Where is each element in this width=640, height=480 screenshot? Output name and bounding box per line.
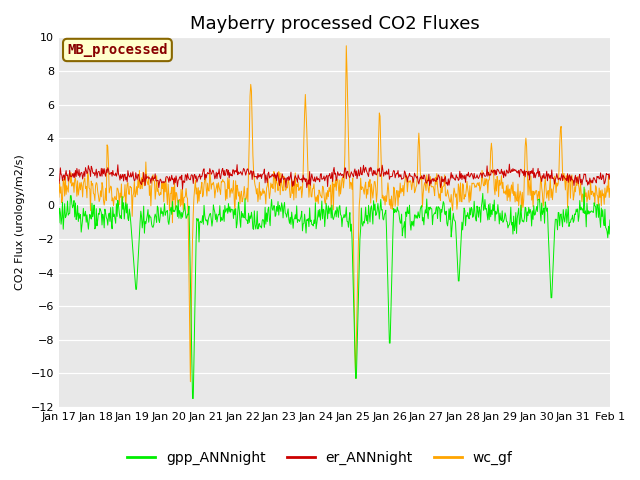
wc_gf xyxy=(424,180,431,185)
Y-axis label: CO2 Flux (urology/m2/s): CO2 Flux (urology/m2/s) xyxy=(15,154,25,290)
gpp_ANNnight xyxy=(606,217,614,223)
Line: er_ANNnight: er_ANNnight xyxy=(59,164,610,189)
er_ANNnight xyxy=(120,178,127,184)
Title: Mayberry processed CO2 Fluxes: Mayberry processed CO2 Fluxes xyxy=(189,15,479,33)
er_ANNnight xyxy=(606,171,614,177)
gpp_ANNnight xyxy=(249,226,257,231)
gpp_ANNnight xyxy=(423,196,431,202)
gpp_ANNnight xyxy=(120,200,127,205)
wc_gf xyxy=(221,197,229,203)
wc_gf xyxy=(342,43,350,48)
wc_gf xyxy=(120,194,127,200)
Text: MB_processed: MB_processed xyxy=(67,43,168,57)
wc_gf xyxy=(55,194,63,200)
er_ANNnight xyxy=(55,180,63,186)
gpp_ANNnight xyxy=(392,209,400,215)
wc_gf xyxy=(606,185,614,191)
gpp_ANNnight xyxy=(189,396,196,401)
wc_gf xyxy=(249,152,257,158)
er_ANNnight xyxy=(249,168,257,174)
gpp_ANNnight xyxy=(580,184,588,190)
wc_gf xyxy=(270,168,278,174)
er_ANNnight xyxy=(506,161,513,167)
gpp_ANNnight xyxy=(55,220,63,226)
er_ANNnight xyxy=(221,171,229,177)
Line: wc_gf: wc_gf xyxy=(59,46,610,382)
Legend: gpp_ANNnight, er_ANNnight, wc_gf: gpp_ANNnight, er_ANNnight, wc_gf xyxy=(122,445,518,471)
er_ANNnight xyxy=(392,172,400,178)
gpp_ANNnight xyxy=(270,203,278,209)
er_ANNnight xyxy=(270,173,278,179)
Line: gpp_ANNnight: gpp_ANNnight xyxy=(59,187,610,398)
wc_gf xyxy=(186,379,194,384)
wc_gf xyxy=(393,188,401,193)
gpp_ANNnight xyxy=(221,209,229,215)
er_ANNnight xyxy=(179,186,186,192)
er_ANNnight xyxy=(423,180,431,186)
